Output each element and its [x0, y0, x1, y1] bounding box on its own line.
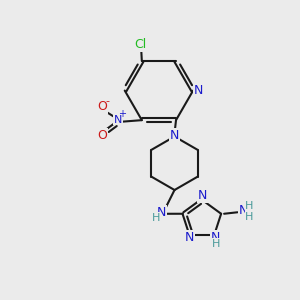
Text: Cl: Cl [134, 38, 146, 51]
Text: H: H [245, 212, 254, 222]
Text: -: - [105, 96, 109, 106]
Text: N: N [114, 115, 122, 124]
Text: N: N [184, 231, 194, 244]
Text: N: N [239, 204, 248, 217]
Text: N: N [170, 129, 179, 142]
Text: N: N [211, 231, 220, 244]
Text: H: H [245, 201, 254, 211]
Text: O: O [97, 128, 106, 142]
Text: H: H [212, 239, 220, 249]
Text: N: N [194, 84, 203, 97]
Text: +: + [118, 109, 126, 119]
Text: N: N [198, 189, 207, 202]
Text: O: O [97, 100, 106, 113]
Text: N: N [157, 206, 166, 219]
Text: H: H [152, 213, 160, 223]
